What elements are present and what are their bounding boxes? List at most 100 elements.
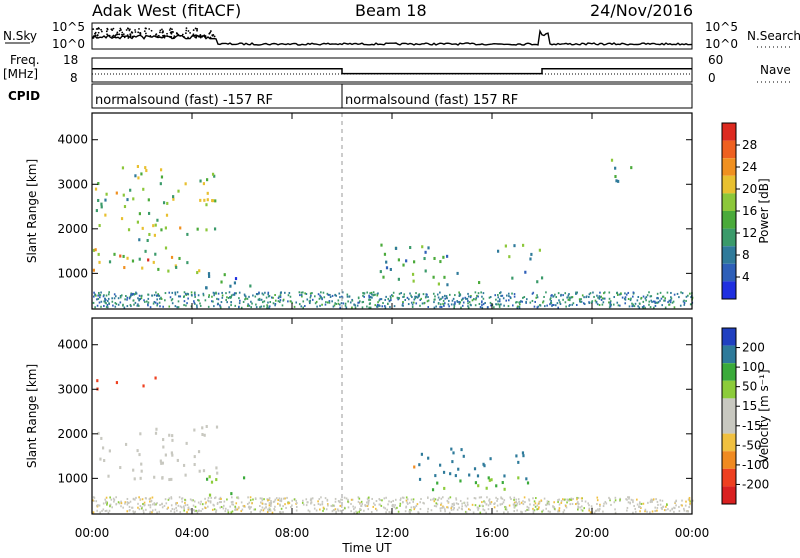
power-cell <box>354 304 356 307</box>
velocity-cell <box>516 509 518 512</box>
power-cell <box>319 304 321 307</box>
velocity-cell <box>513 501 516 504</box>
velocity-cell <box>208 493 212 497</box>
velocity-cell <box>358 497 361 500</box>
velocity-cell <box>104 498 107 501</box>
velocity-cell <box>688 496 691 499</box>
power-cell <box>664 297 667 300</box>
power-cell <box>415 295 418 298</box>
velocity-cell <box>503 511 505 514</box>
velocity-cell <box>505 508 508 511</box>
power-cell <box>159 182 162 186</box>
power-cell <box>171 302 174 305</box>
velocity-cell <box>436 503 439 506</box>
velocity-cell <box>357 500 360 503</box>
power-cell <box>513 293 516 296</box>
power-colorbar-tick: 12 <box>742 226 757 240</box>
power-cell <box>529 301 532 304</box>
velocity-cell <box>619 499 621 502</box>
power-cell <box>554 304 557 307</box>
velocity-cell <box>195 509 197 512</box>
power-cell <box>115 302 118 305</box>
power-cell <box>651 300 653 303</box>
velocity-cell <box>224 507 227 510</box>
velocity-cell <box>317 500 319 503</box>
power-cell <box>177 306 180 309</box>
power-cell <box>575 291 578 294</box>
velocity-cell <box>280 500 283 503</box>
velocity-cell <box>595 509 597 512</box>
velocity-cell <box>517 460 520 464</box>
power-cell <box>384 305 386 308</box>
power-cell <box>627 291 630 294</box>
velocity-cell <box>310 497 312 500</box>
power-cell <box>636 299 639 302</box>
velocity-cell <box>503 499 506 502</box>
velocity-ytick-label: 1000 <box>57 471 88 485</box>
power-cell <box>583 296 585 299</box>
power-cell <box>183 291 186 294</box>
power-cell <box>213 294 215 297</box>
power-cell <box>630 297 632 300</box>
power-cell <box>536 280 539 284</box>
velocity-cell <box>149 497 152 500</box>
velocity-cell <box>661 508 663 511</box>
power-cell <box>657 301 660 304</box>
velocity-cell <box>318 498 321 501</box>
velocity-cell <box>170 477 173 481</box>
power-cell <box>603 292 605 295</box>
power-cell <box>539 304 541 307</box>
power-cell <box>326 301 329 304</box>
power-cell <box>197 294 200 297</box>
velocity-cell <box>455 502 458 505</box>
velocity-cell <box>558 498 560 501</box>
power-cell <box>304 304 306 307</box>
nsky-point <box>173 35 176 38</box>
nsky-point <box>121 33 123 36</box>
nsky-point <box>179 35 182 37</box>
velocity-cell <box>553 501 555 504</box>
power-cell <box>493 306 495 309</box>
velocity-cell <box>477 508 479 511</box>
velocity-cell <box>295 499 298 502</box>
power-cell <box>579 300 582 303</box>
power-cell <box>135 292 138 295</box>
nsky-point <box>131 35 134 38</box>
velocity-cell <box>649 499 652 502</box>
power-cell <box>580 300 583 303</box>
power-cell <box>412 301 415 304</box>
velocity-cell <box>392 499 394 502</box>
power-cell <box>213 305 215 308</box>
velocity-cell <box>204 507 207 510</box>
velocity-cell <box>483 500 485 503</box>
velocity-cell <box>323 507 325 510</box>
velocity-cell <box>655 498 657 501</box>
power-cell <box>363 292 366 295</box>
velocity-cell <box>189 498 192 501</box>
power-cell <box>482 303 485 306</box>
velocity-cell <box>521 511 523 514</box>
velocity-cell <box>140 507 143 510</box>
velocity-cell <box>307 501 309 504</box>
velocity-cell <box>162 445 165 449</box>
velocity-cell <box>173 508 176 511</box>
velocity-cell <box>246 502 249 505</box>
power-cell <box>384 298 387 301</box>
power-cell <box>106 303 109 306</box>
power-cell <box>98 301 101 304</box>
power-cell <box>648 303 650 306</box>
date-title: 24/Nov/2016 <box>590 1 693 20</box>
velocity-cell <box>237 507 240 510</box>
velocity-cell <box>488 498 491 501</box>
velocity-cell <box>235 502 238 505</box>
velocity-cell <box>168 478 171 482</box>
power-cell <box>207 274 211 278</box>
velocity-cell <box>487 508 490 511</box>
power-cell <box>243 293 246 296</box>
velocity-cell <box>296 502 298 505</box>
velocity-cell <box>364 504 367 507</box>
velocity-cell <box>108 449 111 453</box>
power-cell <box>670 291 672 294</box>
power-cell <box>362 294 364 297</box>
power-cell <box>238 302 241 305</box>
